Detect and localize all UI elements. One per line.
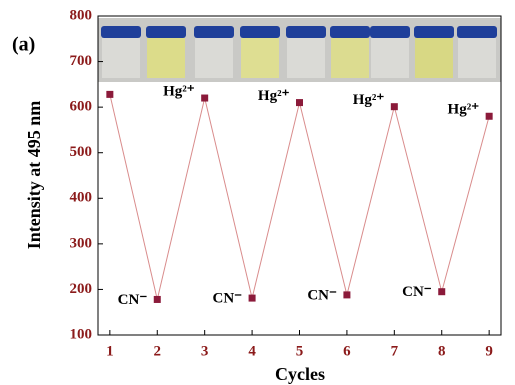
y-axis-title: Intensity at 495 nm (24, 101, 44, 250)
x-tick-label: 9 (485, 343, 493, 359)
point-label: CN⁻ (212, 291, 242, 307)
marker (154, 296, 161, 303)
y-tick-label: 700 (70, 53, 93, 69)
y-tick-label: 800 (70, 7, 93, 23)
y-tick-label: 400 (70, 190, 93, 206)
x-tick-label: 7 (391, 343, 399, 359)
marker (391, 103, 398, 110)
x-tick-label: 4 (248, 343, 256, 359)
marker (106, 91, 113, 98)
x-axis-title: Cycles (275, 364, 325, 384)
point-label: Hg²⁺ (163, 83, 195, 99)
x-tick-label: 3 (201, 343, 209, 359)
point-label: CN⁻ (307, 287, 337, 303)
point-label: Hg²⁺ (448, 102, 480, 118)
series-line (110, 94, 489, 299)
x-tick-label: 8 (438, 343, 446, 359)
x-tick-label: 5 (296, 343, 304, 359)
marker (296, 99, 303, 106)
y-tick-label: 500 (70, 144, 93, 160)
y-tick-label: 600 (70, 99, 93, 115)
x-tick-label: 6 (343, 343, 351, 359)
point-label: CN⁻ (402, 284, 432, 300)
chart: (a) Cycles Intensity at 495 nm 100 200 300… (0, 0, 515, 385)
marker (438, 288, 445, 295)
y-tick-label: 300 (70, 235, 93, 251)
panel-label: (a) (12, 34, 35, 56)
point-label: Hg²⁺ (258, 88, 290, 104)
vial-photo (98, 18, 501, 82)
x-tick-label: 2 (154, 343, 162, 359)
marker (249, 295, 256, 302)
point-label: CN⁻ (118, 292, 148, 308)
y-tick-label: 100 (70, 326, 93, 342)
y-tick-label: 200 (70, 281, 93, 297)
marker (201, 95, 208, 102)
point-label: Hg²⁺ (353, 92, 385, 108)
marker (343, 291, 350, 298)
x-tick-label: 1 (106, 343, 114, 359)
marker (486, 113, 493, 120)
